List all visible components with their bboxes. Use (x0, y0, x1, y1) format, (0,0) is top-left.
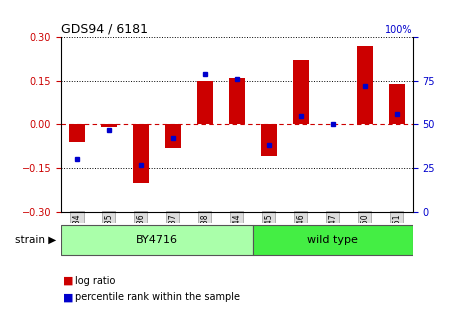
Bar (69, 124, 85, 142)
Text: strain ▶: strain ▶ (15, 235, 56, 245)
Text: log ratio: log ratio (75, 276, 115, 286)
Bar (133, 124, 149, 182)
FancyBboxPatch shape (253, 225, 413, 255)
Text: 100%: 100% (385, 25, 413, 35)
Bar (229, 78, 245, 124)
Text: BY4716: BY4716 (136, 235, 178, 245)
Bar (389, 84, 405, 124)
Bar (101, 124, 117, 127)
Bar (197, 81, 213, 124)
Text: wild type: wild type (307, 235, 358, 245)
Text: GDS94 / 6181: GDS94 / 6181 (61, 23, 148, 36)
Text: ■: ■ (63, 292, 74, 302)
Bar (293, 60, 309, 124)
Text: ■: ■ (63, 276, 74, 286)
Text: percentile rank within the sample: percentile rank within the sample (75, 292, 240, 302)
FancyBboxPatch shape (61, 225, 253, 255)
Bar (165, 124, 181, 148)
Bar (261, 124, 277, 156)
Bar (357, 46, 373, 124)
